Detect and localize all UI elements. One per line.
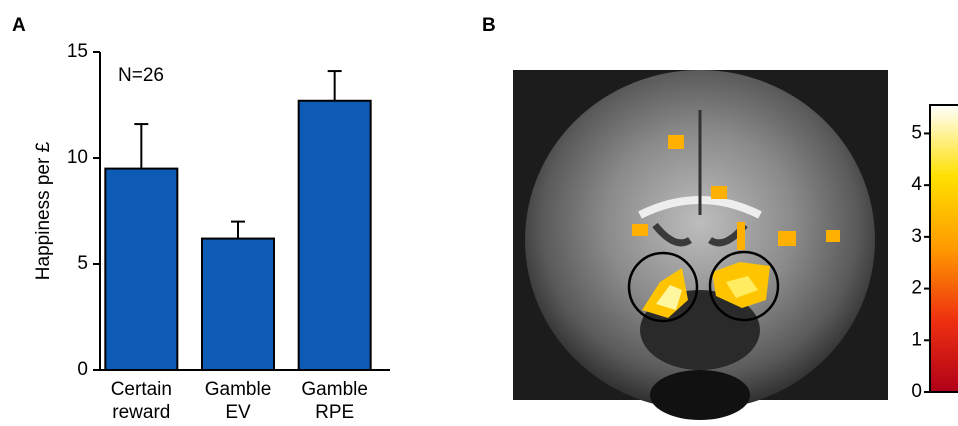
bar bbox=[202, 239, 274, 370]
panel-label: A bbox=[12, 15, 26, 36]
colorbar-tick-label: 2 bbox=[911, 278, 922, 299]
annotation: N=26 bbox=[118, 65, 164, 86]
x-tick-label: Gamble EV bbox=[188, 378, 288, 424]
brain-image bbox=[513, 70, 888, 420]
colorbar bbox=[930, 105, 958, 392]
colorbar-tick-label: 1 bbox=[911, 329, 922, 350]
bar bbox=[105, 169, 177, 370]
figure: A B N=26 Happiness per £ 0 5 10 15 0 1 2 3 4 5 Ce… bbox=[0, 0, 958, 426]
y-tick-label: 0 bbox=[77, 359, 88, 380]
y-axis-label: Happiness per £ bbox=[33, 141, 54, 280]
x-tick-label: Gamble RPE bbox=[285, 378, 385, 424]
colorbar-tick-label: 5 bbox=[911, 122, 922, 143]
x-tick-label: Certain reward bbox=[91, 378, 191, 424]
panel-label: B bbox=[482, 15, 496, 36]
colorbar-tick-label: 4 bbox=[911, 174, 922, 195]
colorbar-tick-label: 0 bbox=[911, 381, 922, 402]
y-tick-label: 10 bbox=[67, 147, 88, 168]
chart: A B N=26 Happiness per £ 0 5 10 15 0 1 2 3 4 5 bbox=[0, 0, 958, 426]
y-tick-label: 15 bbox=[67, 41, 88, 62]
bar bbox=[299, 101, 371, 370]
y-tick-label: 5 bbox=[77, 253, 88, 274]
colorbar-tick-label: 3 bbox=[911, 226, 922, 247]
